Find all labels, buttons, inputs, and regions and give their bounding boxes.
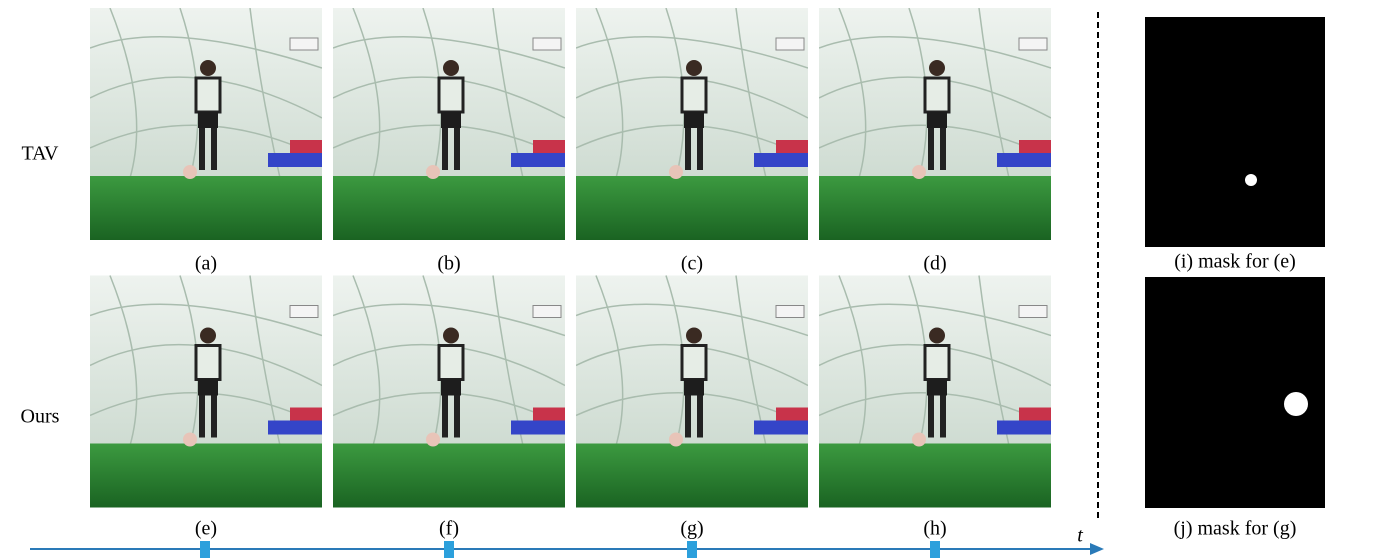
mask-dot [1245, 174, 1257, 186]
timeline-tick [200, 541, 210, 558]
frame [576, 8, 808, 240]
timeline-tick [930, 541, 940, 558]
row-label: Ours [21, 406, 60, 428]
frame [576, 276, 808, 508]
frame-caption: (h) [923, 518, 946, 540]
frame [819, 276, 1051, 508]
frame-caption: (a) [195, 253, 217, 275]
frame [333, 8, 565, 240]
timeline-tick [687, 541, 697, 558]
frame [90, 8, 322, 240]
frame [90, 276, 322, 508]
frames [90, 8, 1051, 508]
timeline-tick [444, 541, 454, 558]
mask-dot [1284, 392, 1308, 416]
frame-caption: (g) [680, 518, 703, 540]
frame-caption: (e) [195, 518, 217, 540]
frame-caption: (b) [437, 253, 460, 275]
mask [1145, 17, 1325, 247]
timeline-label: t [1077, 525, 1083, 547]
frame [819, 8, 1051, 240]
mask-caption: (j) mask for (g) [1174, 518, 1297, 540]
figure: TAV Ours (a) (b) (c) (d) (e) (f) (g) (h)… [0, 0, 1385, 558]
timeline-arrow [1090, 543, 1104, 555]
frame-caption: (c) [681, 253, 703, 275]
row-label: TAV [22, 143, 59, 165]
frame-caption: (f) [439, 518, 459, 540]
frame-caption: (d) [923, 253, 946, 275]
frame [333, 276, 565, 508]
mask-caption: (i) mask for (e) [1174, 251, 1296, 273]
